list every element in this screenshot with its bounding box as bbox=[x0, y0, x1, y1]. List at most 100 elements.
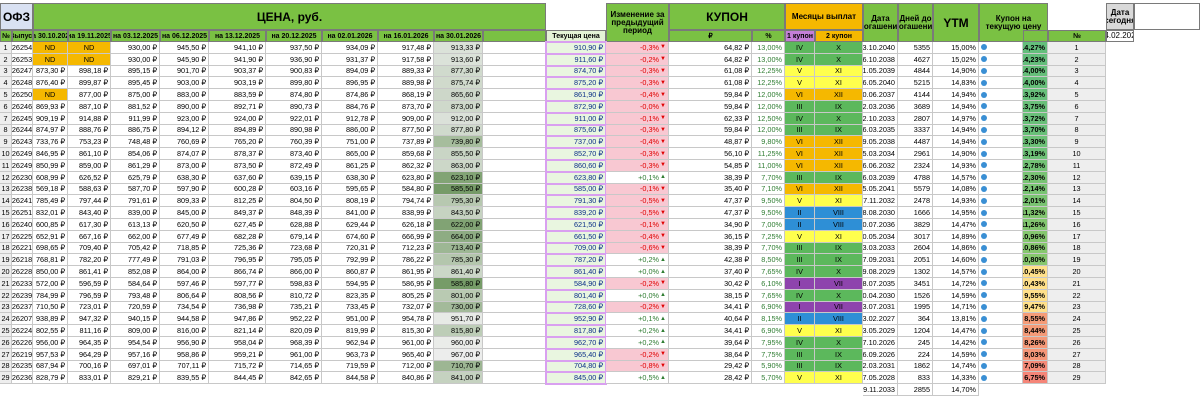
price-d6[interactable]: 820,09 ₽ bbox=[266, 325, 322, 337]
issue-code[interactable]: 26230 bbox=[12, 171, 33, 184]
issue-code[interactable]: 26237 bbox=[12, 301, 33, 314]
row-num-right[interactable]: 19 bbox=[1048, 254, 1106, 267]
coupon-month-2[interactable]: XII bbox=[815, 160, 863, 172]
subheader-rub[interactable]: ₽ bbox=[669, 30, 752, 42]
coupon-pct[interactable]: 7,70% bbox=[752, 171, 785, 184]
issue-code[interactable]: 26249 bbox=[12, 160, 33, 172]
days-to-maturity[interactable]: 1995 bbox=[898, 301, 933, 314]
coupon-rub[interactable]: 61,08 ₽ bbox=[669, 77, 752, 90]
price-d4[interactable]: 806,64 ₽ bbox=[160, 289, 209, 302]
spacer[interactable] bbox=[483, 183, 546, 196]
current-price[interactable]: 623,80 ₽ bbox=[545, 170, 607, 185]
price-d4[interactable]: 903,00 ₽ bbox=[160, 77, 209, 90]
coupon-month-2[interactable]: X bbox=[815, 266, 863, 278]
ytm-value[interactable]: 14,47% bbox=[933, 219, 979, 231]
ytm-value[interactable]: 14,57% bbox=[933, 171, 979, 184]
change-pct[interactable]: +0,1% ▲ bbox=[606, 171, 669, 184]
price-d8[interactable]: 794,74 ₽ bbox=[378, 195, 434, 208]
cur-coupon-icon-cell[interactable] bbox=[979, 230, 1023, 243]
price-d1[interactable]: 956,00 ₽ bbox=[33, 337, 68, 349]
days-header[interactable]: Дней до погашения bbox=[898, 3, 933, 42]
price-d7[interactable]: 886,00 ₽ bbox=[322, 124, 378, 137]
row-num-right[interactable]: 5 bbox=[1048, 89, 1106, 101]
price-d7[interactable]: 638,30 ₽ bbox=[322, 171, 378, 184]
subheader-c1[interactable]: 1 купон bbox=[785, 30, 815, 42]
change-pct[interactable]: +0,2% ▲ bbox=[606, 337, 669, 349]
row-num-right[interactable]: 17 bbox=[1048, 230, 1106, 243]
cur-coupon-icon-cell[interactable] bbox=[979, 112, 1023, 125]
row-num-right[interactable]: 9 bbox=[1048, 136, 1106, 149]
price-d4[interactable]: 883,00 ₽ bbox=[160, 89, 209, 101]
row-num-right[interactable]: 10 bbox=[1048, 148, 1106, 160]
current-price[interactable]: 965,40 ₽ bbox=[545, 347, 607, 362]
row-num-right[interactable]: 8 bbox=[1048, 124, 1106, 137]
coupon-rub[interactable]: 38,39 ₽ bbox=[669, 171, 752, 184]
ytm-value[interactable]: 14,33% bbox=[933, 372, 979, 385]
current-price[interactable]: 874,70 ₽ bbox=[545, 64, 607, 79]
cur-coupon[interactable]: 13,92% bbox=[1023, 89, 1048, 101]
coupon-pct[interactable]: 8,15% bbox=[752, 313, 785, 326]
change-pct[interactable]: -0,6% ▼ bbox=[606, 242, 669, 255]
maturity-date[interactable]: 12.03.2036 bbox=[863, 101, 898, 113]
coupon-month-1[interactable]: IV bbox=[785, 112, 815, 125]
row-num-right[interactable]: 15 bbox=[1048, 207, 1106, 219]
ytm-value[interactable]: 14,93% bbox=[933, 160, 979, 172]
days-to-maturity[interactable]: 2478 bbox=[898, 195, 933, 208]
row-num-right[interactable]: 29 bbox=[1048, 372, 1106, 385]
coupon-pct[interactable]: 5,90% bbox=[752, 360, 785, 373]
price-d2[interactable]: 626,52 ₽ bbox=[68, 171, 111, 184]
issue-code[interactable]: 26219 bbox=[12, 348, 33, 361]
price-d4[interactable]: 734,54 ₽ bbox=[160, 301, 209, 314]
price-d7[interactable]: 719,59 ₽ bbox=[322, 360, 378, 373]
current-price[interactable]: 845,00 ₽ bbox=[545, 371, 607, 386]
current-price[interactable]: 621,50 ₽ bbox=[545, 218, 607, 232]
days-to-maturity[interactable]: 2324 bbox=[898, 160, 933, 172]
price-d6[interactable]: 899,80 ₽ bbox=[266, 77, 322, 90]
issue-code[interactable]: 26240 bbox=[12, 219, 33, 231]
coupon-month-1[interactable]: V bbox=[785, 325, 815, 337]
coupon-month-2[interactable]: XI bbox=[815, 325, 863, 337]
coupon-month-1[interactable]: V bbox=[785, 195, 815, 208]
price-d3[interactable]: 895,45 ₽ bbox=[111, 77, 160, 90]
current-price[interactable]: 911,60 ₽ bbox=[545, 52, 607, 67]
days-to-maturity[interactable]: 4627 bbox=[898, 53, 933, 66]
coupon-month-2[interactable]: IX bbox=[815, 171, 863, 184]
row-num-right[interactable]: 6 bbox=[1048, 101, 1106, 113]
row-num[interactable]: 20 bbox=[0, 266, 12, 278]
cur-coupon[interactable]: 10,80% bbox=[1023, 254, 1048, 267]
price-d5[interactable]: 725,36 ₽ bbox=[209, 242, 266, 255]
issue-code[interactable]: 26253 bbox=[12, 53, 33, 66]
days-to-maturity[interactable]: 1204 bbox=[898, 325, 933, 337]
coupon-month-1[interactable]: VI bbox=[785, 136, 815, 149]
row-num-right[interactable]: 25 bbox=[1048, 325, 1106, 337]
issue-code[interactable]: 26245 bbox=[12, 112, 33, 125]
current-price[interactable]: 860,60 ₽ bbox=[545, 159, 607, 173]
spacer[interactable] bbox=[483, 372, 546, 385]
months-header[interactable]: Месяцы выплат bbox=[785, 3, 863, 30]
row-num-right[interactable]: 21 bbox=[1048, 278, 1106, 290]
coupon-rub[interactable]: 34,41 ₽ bbox=[669, 301, 752, 314]
current-price[interactable]: 661,50 ₽ bbox=[545, 229, 607, 244]
maturity-date[interactable]: 30.07.2036 bbox=[863, 219, 898, 231]
ytm-value[interactable]: 14,71% bbox=[933, 301, 979, 314]
cur-coupon-icon-cell[interactable] bbox=[979, 53, 1023, 66]
coupon-month-1[interactable]: VI bbox=[785, 89, 815, 101]
price-d9[interactable]: 664,00 ₽ bbox=[434, 230, 483, 243]
price-d2[interactable]: ND bbox=[68, 53, 111, 66]
coupon-rub[interactable]: 39,64 ₽ bbox=[669, 337, 752, 349]
price-d6[interactable]: 872,49 ₽ bbox=[266, 160, 322, 172]
coupon-month-2[interactable]: XII bbox=[815, 148, 863, 160]
days-to-maturity[interactable]: 5215 bbox=[898, 77, 933, 90]
price-d9[interactable]: 785,30 ₽ bbox=[434, 254, 483, 267]
change-pct[interactable]: -0,3% ▼ bbox=[606, 65, 669, 78]
price-d7[interactable]: 884,76 ₽ bbox=[322, 101, 378, 113]
coupon-pct[interactable]: 12,00% bbox=[752, 124, 785, 137]
coupon-month-2[interactable]: XII bbox=[815, 136, 863, 149]
coupon-month-1[interactable]: VI bbox=[785, 148, 815, 160]
price-d5[interactable]: 878,37 ₽ bbox=[209, 148, 266, 160]
price-d8[interactable]: 584,80 ₽ bbox=[378, 183, 434, 196]
price-d9[interactable]: 873,00 ₽ bbox=[434, 101, 483, 113]
row-num[interactable]: 7 bbox=[0, 112, 12, 125]
price-d9[interactable]: 585,50 ₽ bbox=[434, 183, 483, 196]
price-d7[interactable]: 861,25 ₽ bbox=[322, 160, 378, 172]
